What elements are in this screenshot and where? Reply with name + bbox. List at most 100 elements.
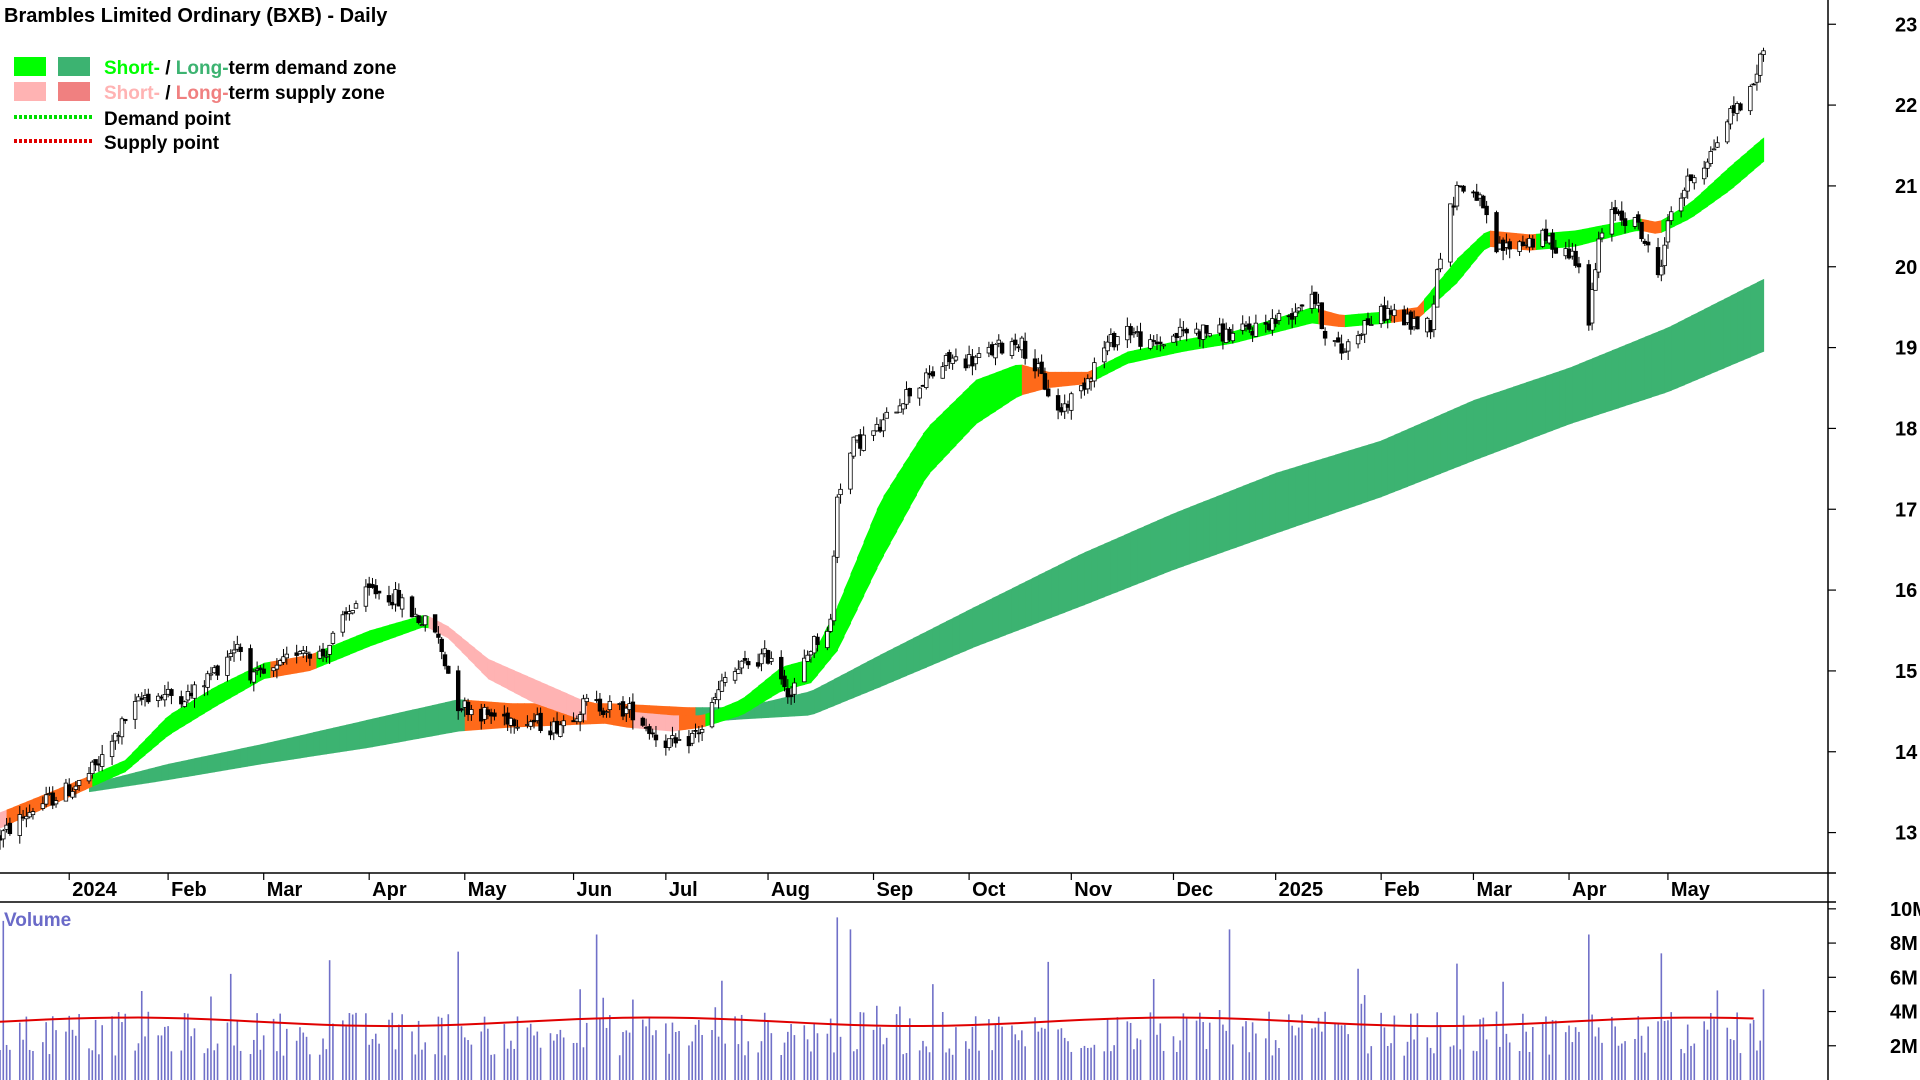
legend-label-part: term supply zone xyxy=(229,83,385,104)
candle-body xyxy=(132,701,138,720)
short-zone-segment xyxy=(560,690,568,715)
long-zone-segment xyxy=(181,759,189,778)
candle-body xyxy=(439,638,444,653)
long-zone-segment xyxy=(840,672,848,704)
candle-body xyxy=(1543,228,1549,241)
short-zone-segment xyxy=(969,379,977,432)
candle-body xyxy=(1138,331,1143,347)
candle-body xyxy=(831,555,837,622)
candle-body xyxy=(1253,322,1259,337)
long-zone-segment xyxy=(833,675,842,706)
candle-body xyxy=(782,675,787,688)
long-zone-segment xyxy=(1176,509,1184,569)
candle-body xyxy=(215,665,220,676)
short-zone-segment xyxy=(1180,338,1188,353)
long-zone-segment xyxy=(293,735,301,760)
candle-body xyxy=(1682,189,1687,199)
candle-body xyxy=(50,792,55,806)
candle-body xyxy=(24,815,29,820)
short-zone-segment xyxy=(1727,162,1735,193)
candle-body xyxy=(465,701,471,715)
long-zone-segment xyxy=(1143,523,1152,582)
long-zone-segment xyxy=(939,621,947,662)
price-tick-label: 16 xyxy=(1895,580,1917,602)
date-tick-label: May xyxy=(1671,879,1711,901)
long-zone-segment xyxy=(148,767,156,784)
candle-body xyxy=(950,357,955,364)
long-zone-segment xyxy=(1691,312,1699,383)
candle-body xyxy=(746,661,751,666)
candle-body xyxy=(742,658,748,661)
long-zone-segment xyxy=(1084,549,1092,605)
legend-label: Short- / Long-term supply zone xyxy=(104,83,385,104)
long-zone-segment xyxy=(332,726,341,754)
candle-body xyxy=(1678,197,1684,212)
long-zone-segment xyxy=(1592,355,1600,417)
long-zone-segment xyxy=(1038,571,1046,623)
candle-body xyxy=(1507,241,1512,250)
candle-body xyxy=(320,648,326,657)
candle-body xyxy=(650,732,655,735)
short-zone-segment xyxy=(857,541,865,610)
long-zone-segment xyxy=(1137,526,1145,585)
short-zone-segment xyxy=(791,662,799,689)
candle-body xyxy=(350,610,355,614)
short-zone-segment xyxy=(1615,221,1623,237)
long-zone-segment xyxy=(234,748,242,769)
legend-label-part: Supply point xyxy=(104,133,220,154)
short-zone-segment xyxy=(1186,337,1194,352)
long-zone-segment xyxy=(174,761,182,779)
long-zone-segment xyxy=(471,700,479,731)
short-zone-segment xyxy=(659,714,667,731)
long-zone-segment xyxy=(214,752,222,773)
short-zone-segment xyxy=(1654,220,1662,234)
candle-body xyxy=(1573,250,1578,266)
candle-body xyxy=(416,615,421,624)
short-zone-segment xyxy=(32,796,41,814)
short-zone-segment xyxy=(1443,266,1451,296)
price-tick-label: 23 xyxy=(1895,14,1917,36)
candlesticks xyxy=(0,47,1766,850)
long-zone-segment xyxy=(1130,529,1138,587)
long-zone-segment xyxy=(445,700,453,734)
short-zone-segment xyxy=(1311,307,1320,325)
long-zone-segment xyxy=(438,702,446,736)
candle-body xyxy=(719,680,725,692)
long-zone-segment xyxy=(1354,446,1362,507)
candle-body xyxy=(1273,318,1278,324)
long-zone-segment xyxy=(1018,581,1026,631)
long-zone-segment xyxy=(385,714,393,745)
short-zone-segment xyxy=(230,675,238,698)
candle-body xyxy=(1751,83,1756,86)
candle-body xyxy=(1520,241,1526,247)
long-zone-segment xyxy=(1288,466,1297,529)
candle-body xyxy=(607,700,613,711)
long-zone-segment xyxy=(1420,420,1428,482)
short-zone-segment xyxy=(1424,291,1432,314)
candle-body xyxy=(1039,361,1044,374)
candle-body xyxy=(1728,108,1733,125)
candle-body xyxy=(1369,324,1374,326)
short-zone-segment xyxy=(1470,239,1478,267)
candle-body xyxy=(70,791,75,798)
long-zone-segment xyxy=(1743,285,1751,360)
candle-body xyxy=(1738,103,1743,111)
short-zone-segment xyxy=(164,713,173,739)
short-zone-segment xyxy=(145,732,153,756)
candle-body xyxy=(436,633,441,638)
short-zone-segment xyxy=(184,701,192,726)
long-zone-segment xyxy=(1532,377,1540,439)
candle-body xyxy=(469,709,474,716)
long-zone-segment xyxy=(873,654,881,690)
short-zone-segment xyxy=(105,765,113,781)
long-zone-segment xyxy=(1565,366,1573,426)
candle-body xyxy=(1659,265,1664,276)
short-zone-segment xyxy=(92,771,100,787)
candle-body xyxy=(73,785,79,790)
short-zone-segment xyxy=(738,696,746,717)
long-zone-segment xyxy=(1572,363,1580,424)
legend-swatch-short xyxy=(14,82,46,101)
short-zone-segment xyxy=(988,372,997,416)
